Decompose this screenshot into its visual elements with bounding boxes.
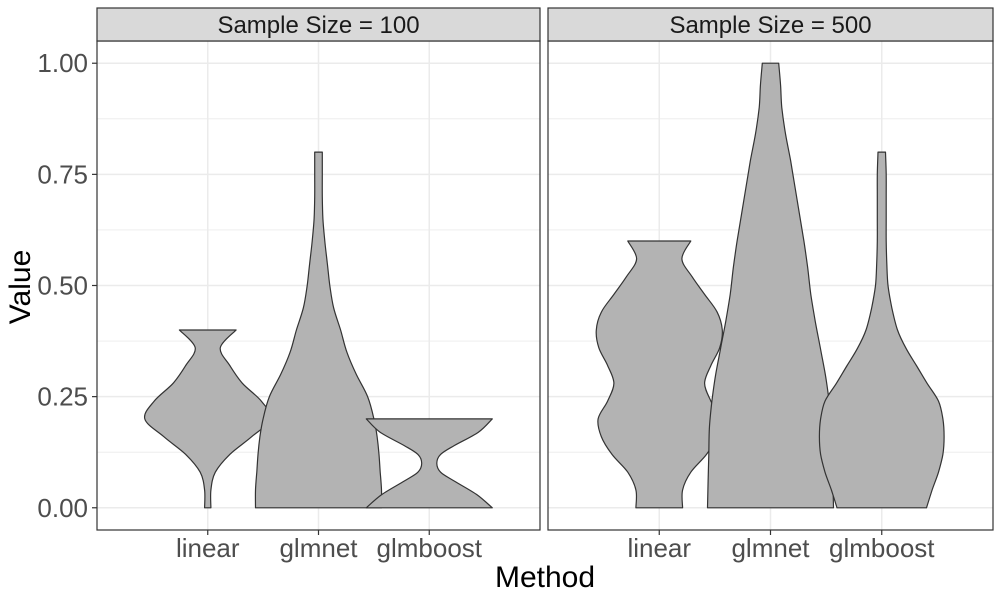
violin-linear — [143, 329, 272, 509]
x-tick-label: linear — [176, 533, 240, 563]
violin-glmnet — [706, 62, 835, 509]
y-tick-label: 0.50 — [37, 271, 88, 301]
facet-strip — [96, 7, 541, 42]
facet-panel: Sample Size = 100 linear glmnet glmboost — [96, 7, 541, 563]
x-tick-label: glmnet — [731, 533, 810, 563]
y-axis-title: Value — [4, 250, 37, 325]
violin-glmboost — [818, 151, 945, 509]
facet-strip — [547, 7, 994, 42]
x-tick-label: glmboost — [377, 533, 483, 563]
y-tick-label: 0.25 — [37, 382, 88, 412]
y-axis: 0.00 0.25 0.50 0.75 1.00 — [37, 48, 97, 523]
x-axis-title: Method — [495, 561, 595, 594]
y-tick-label: 0.00 — [37, 493, 88, 523]
y-tick-label: 1.00 — [37, 48, 88, 78]
facet-panel: Sample Size = 500 linear glmnet glmboost — [547, 7, 994, 563]
violin-glmnet — [254, 151, 383, 509]
y-tick-label: 0.75 — [37, 159, 88, 189]
x-tick-label: glmnet — [279, 533, 358, 563]
facet-strip-label: Sample Size = 100 — [217, 12, 419, 39]
facet-strip-label: Sample Size = 500 — [669, 12, 871, 39]
x-tick-label: linear — [627, 533, 691, 563]
x-tick-label: glmboost — [829, 533, 935, 563]
violin-glmboost — [365, 418, 493, 509]
